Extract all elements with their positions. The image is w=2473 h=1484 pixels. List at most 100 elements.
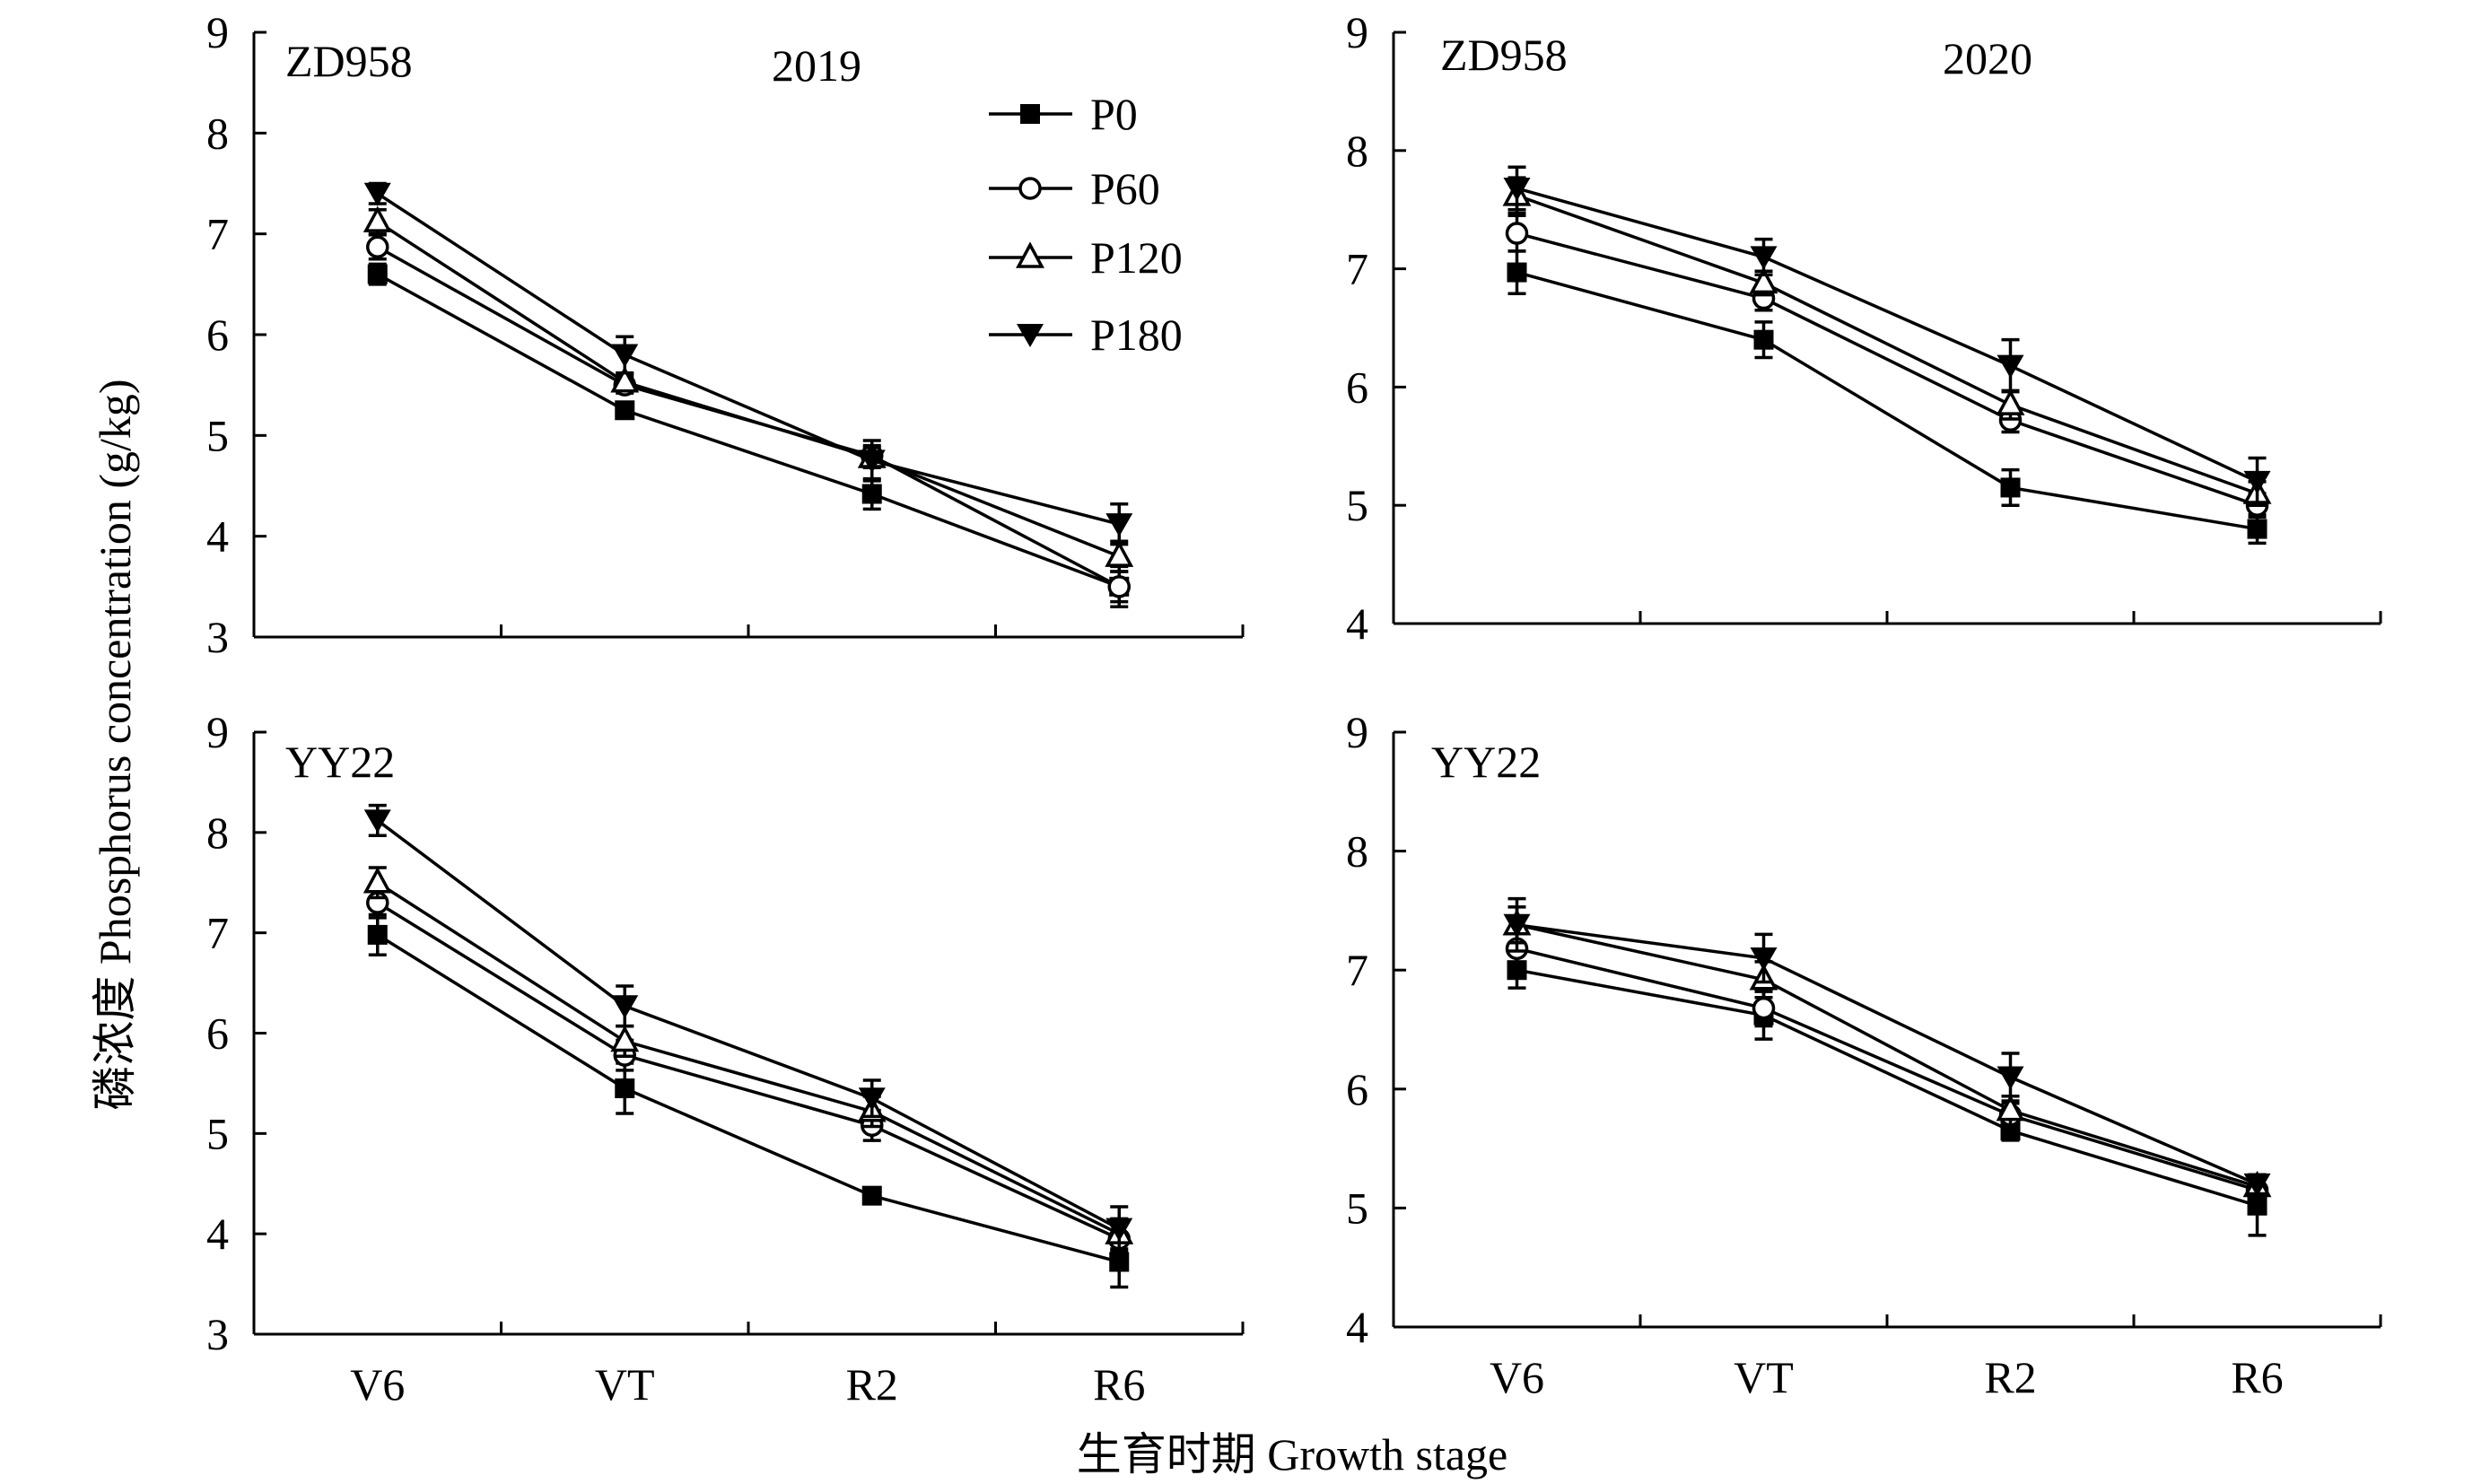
y-tick-label: 8 [206, 807, 229, 858]
series-line [1516, 270, 2258, 531]
data-point [2243, 1173, 2271, 1197]
data-point [861, 484, 882, 504]
data-point [1105, 1218, 1133, 1242]
data-point [1105, 513, 1133, 537]
x-tick-label: VT [595, 1359, 655, 1410]
legend-label: P60 [1090, 163, 1160, 214]
cultivar-label: ZD958 [1440, 30, 1568, 80]
data-point [1753, 329, 1774, 350]
legend: P0 P60 P120 P180 [989, 89, 1183, 360]
data-point [367, 264, 388, 284]
y-tick-label: 6 [206, 310, 229, 360]
data-point [1749, 266, 1778, 294]
series-p120 [1502, 176, 2272, 507]
x-tick-label: R2 [846, 1359, 898, 1410]
data-point [1997, 1066, 2024, 1090]
year-label: 2020 [1943, 33, 2032, 83]
x-tick-label: VT [1734, 1352, 1794, 1402]
series-line [376, 819, 1121, 1231]
series-p0 [1507, 249, 2268, 546]
data-point [363, 182, 391, 206]
data-point [858, 450, 886, 474]
series-line [376, 220, 1120, 558]
legend-label: P180 [1090, 310, 1183, 360]
data-point [1503, 913, 1531, 938]
y-tick-label: 9 [206, 7, 229, 57]
y-tick-label: 7 [206, 908, 229, 958]
y-tick-label: 8 [1346, 826, 1368, 877]
series-p60 [366, 886, 1131, 1256]
data-point [858, 1087, 886, 1112]
y-axis-title: 磷浓度 Phosphorus concentration (g/kg) [90, 379, 140, 1110]
y-tick-label: 3 [206, 612, 229, 662]
y-tick-label: 6 [206, 1008, 229, 1059]
year-label: 2019 [772, 40, 861, 91]
data-point [366, 235, 389, 259]
legend-entry-p180: P180 [989, 310, 1183, 360]
legend-marker [1018, 177, 1042, 200]
series-line [376, 245, 1121, 589]
data-point [1505, 222, 1529, 245]
cultivar-label: ZD958 [285, 36, 413, 86]
data-point [1750, 947, 1778, 971]
series-line [1516, 923, 2259, 1186]
series-line [376, 901, 1120, 1241]
data-point [610, 366, 640, 393]
data-point [1105, 540, 1134, 567]
data-point [611, 995, 639, 1019]
y-tick-label: 9 [1346, 7, 1368, 57]
series-line [1516, 187, 2259, 484]
x-axis-title: 生育时期 Growth stage [1077, 1429, 1508, 1480]
series-line [376, 881, 1121, 1235]
data-point [610, 1025, 640, 1052]
y-tick-label: 9 [1346, 707, 1368, 757]
legend-marker [1020, 104, 1040, 124]
series-p120 [1502, 905, 2272, 1200]
data-point [1109, 1252, 1130, 1272]
series-p180 [363, 181, 1133, 546]
data-point [1750, 246, 1778, 270]
data-point [363, 809, 391, 834]
series-line [376, 933, 1120, 1264]
legend-marker [1016, 241, 1044, 268]
data-point [2243, 470, 2271, 494]
y-tick-label: 4 [206, 1209, 229, 1259]
series-line [1516, 194, 2259, 495]
legend-entry-p60: P60 [989, 163, 1160, 214]
y-tick-label: 8 [1346, 126, 1368, 176]
y-tick-label: 5 [1346, 1183, 1368, 1233]
cultivar-label: YY22 [285, 737, 395, 787]
series-line [376, 273, 1120, 589]
y-tick-label: 6 [1346, 362, 1368, 412]
data-point [2247, 519, 2268, 539]
y-tick-label: 5 [1346, 480, 1368, 530]
data-point [1997, 354, 2024, 379]
y-tick-label: 4 [206, 511, 229, 562]
series-p120 [363, 205, 1134, 573]
y-tick-label: 3 [206, 1309, 229, 1359]
legend-marker [1017, 324, 1044, 347]
cultivar-label: YY22 [1431, 737, 1541, 787]
panel-1: 3 4 5 6 7 8 9 ZD958 2019 [206, 7, 1245, 662]
series-line [1516, 968, 2259, 1208]
y-tick-label: 8 [206, 108, 229, 158]
x-tick-label: V6 [350, 1359, 405, 1410]
data-point [1107, 575, 1131, 598]
series-p60 [1505, 929, 2269, 1204]
y-tick-label: 9 [206, 707, 229, 757]
legend-entry-p0: P0 [989, 89, 1138, 139]
data-point [1503, 177, 1531, 201]
data-point [363, 867, 392, 894]
y-tick-label: 4 [1346, 1302, 1368, 1352]
series-p180 [1503, 896, 2271, 1197]
series-line [1516, 231, 2259, 507]
series-p0 [367, 262, 1130, 609]
y-tick-label: 6 [1346, 1064, 1368, 1114]
x-tick-label: R2 [1984, 1352, 2036, 1402]
data-point [1996, 1094, 2025, 1122]
data-point [861, 1185, 882, 1206]
series-line [1516, 947, 2259, 1192]
series-p60 [1505, 214, 2269, 519]
panel-3: 3 4 5 6 7 8 9 V6 VT R2 R6 YY22 [206, 707, 1245, 1410]
